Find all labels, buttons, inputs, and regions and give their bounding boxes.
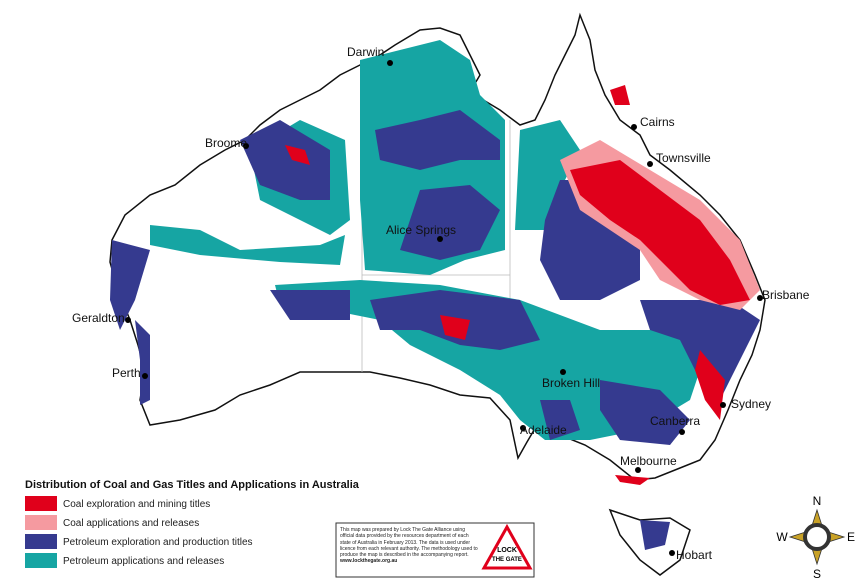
logo-top: LOCK xyxy=(497,547,517,554)
city-label: Hobart xyxy=(676,548,713,562)
compass-s: S xyxy=(813,567,821,581)
legend-label: Coal applications and releases xyxy=(63,518,199,529)
city-label: Broken Hill xyxy=(542,376,600,390)
city-label: Brisbane xyxy=(762,288,810,302)
city-labels: Darwin Cairns Townsville Broome Alice Spring… xyxy=(72,45,810,562)
note: This map was prepared by Lock The Gate A… xyxy=(340,527,480,565)
city-label: Cairns xyxy=(640,115,675,129)
city-dot xyxy=(679,429,685,435)
city-label: Melbourne xyxy=(620,454,677,468)
city-dot xyxy=(560,369,566,375)
city-dot xyxy=(757,295,763,301)
legend-swatch xyxy=(25,534,57,549)
city-label: Broome xyxy=(205,136,247,150)
legend-swatch xyxy=(25,496,57,511)
compass-e: E xyxy=(847,530,855,544)
legend-label: Petroleum applications and releases xyxy=(63,556,224,567)
note-box: This map was prepared by Lock The Gate A… xyxy=(335,522,535,578)
city-label: Canberra xyxy=(650,414,700,428)
city-dot xyxy=(125,317,131,323)
city-dot xyxy=(437,236,443,242)
city-label: Geraldton xyxy=(72,311,125,325)
city-dot xyxy=(520,425,526,431)
legend: Distribution of Coal and Gas Titles and … xyxy=(25,479,360,568)
compass-w: W xyxy=(776,530,788,544)
city-dot xyxy=(635,467,641,473)
legend-label: Coal exploration and mining titles xyxy=(63,499,210,510)
city-dot xyxy=(669,550,675,556)
legend-title: Distribution of Coal and Gas Titles and … xyxy=(25,479,360,491)
compass: N E S W xyxy=(776,494,855,581)
legend-swatch xyxy=(25,553,57,568)
city-dot xyxy=(387,60,393,66)
note-link: www.lockthegate.org.au xyxy=(340,558,398,565)
city-label: Darwin xyxy=(347,45,384,59)
city-dot xyxy=(647,161,653,167)
city-dot xyxy=(243,143,249,149)
city-label: Alice Springs xyxy=(386,223,456,237)
city-dot xyxy=(142,373,148,379)
city-label: Adelaide xyxy=(520,423,567,437)
logo-bottom: THE GATE xyxy=(492,557,522,563)
city-dot xyxy=(720,402,726,408)
legend-swatch xyxy=(25,515,57,530)
title-areas xyxy=(110,40,760,550)
city-label: Perth xyxy=(112,366,141,380)
legend-label: Petroleum exploration and production tit… xyxy=(63,537,253,548)
city-label: Sydney xyxy=(731,397,771,411)
city-label: Townsville xyxy=(656,151,711,165)
compass-n: N xyxy=(813,494,822,508)
note-text: This map was prepared by Lock The Gate A… xyxy=(340,527,478,559)
city-dot xyxy=(631,124,637,130)
